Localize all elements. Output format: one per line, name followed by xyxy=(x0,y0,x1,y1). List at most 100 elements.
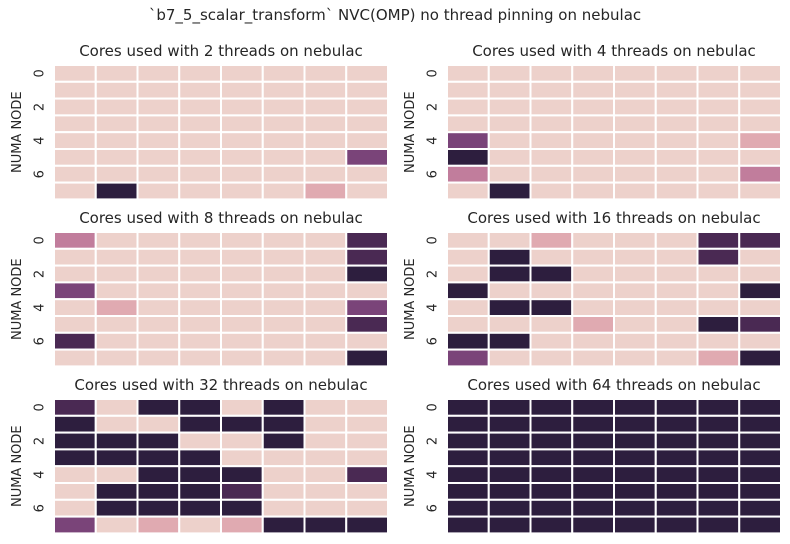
y-tick-label: 6 xyxy=(426,170,441,178)
heatmap-cell xyxy=(220,97,264,117)
heatmap-cell xyxy=(261,97,306,117)
heatmap-panel-4: Cores used with 16 threads on nebulac NUM… xyxy=(403,209,782,368)
y-tick-label: 4 xyxy=(33,303,48,311)
heatmap-cell xyxy=(94,231,139,250)
heatmap-cell xyxy=(220,431,264,451)
heatmap-cell xyxy=(53,348,97,368)
heatmap-cell xyxy=(345,64,389,83)
heatmap-cell xyxy=(696,114,741,134)
heatmap-cell xyxy=(53,148,97,167)
heatmap-cell xyxy=(303,414,348,434)
y-axis-label: NUMA NODE xyxy=(403,91,418,173)
heatmap-cell xyxy=(696,281,741,301)
heatmap-cell xyxy=(613,331,657,351)
heatmap-cell xyxy=(94,515,139,535)
heatmap-cell xyxy=(446,181,490,201)
heatmap-cell xyxy=(571,247,615,267)
heatmap-cell xyxy=(696,482,741,501)
heatmap-cell xyxy=(261,431,306,451)
heatmap-panel-3: Cores used with 8 threads on nebulac NUMA… xyxy=(10,209,389,368)
heatmap-cell xyxy=(220,231,264,250)
heatmap-cell xyxy=(487,465,532,485)
heatmap-cell xyxy=(696,298,741,318)
heatmap-cell xyxy=(220,414,264,434)
heatmap-cell xyxy=(303,348,348,368)
heatmap-cell xyxy=(654,331,699,351)
heatmap-cell xyxy=(220,515,264,535)
heatmap-cell xyxy=(303,131,348,150)
y-tick-label: 6 xyxy=(33,170,48,178)
heatmap-cell xyxy=(178,298,222,318)
heatmap-cell xyxy=(136,348,181,368)
heatmap-cell xyxy=(345,465,389,485)
heatmap-cell xyxy=(136,64,181,83)
heatmap-cell xyxy=(696,97,741,117)
heatmap-cell xyxy=(261,482,306,501)
heatmap-cell xyxy=(487,247,532,267)
y-tick-label: 0 xyxy=(33,236,48,244)
heatmap-cell xyxy=(136,164,181,184)
heatmap-cell xyxy=(178,498,222,518)
heatmap-cell xyxy=(529,247,574,267)
heatmap-cell xyxy=(178,80,222,100)
y-tick-label: 2 xyxy=(426,103,441,111)
heatmap-cell xyxy=(345,331,389,351)
heatmap-cell xyxy=(738,264,782,284)
heatmap-cell xyxy=(613,97,657,117)
y-tick-label: 2 xyxy=(426,270,441,278)
heatmap-cell xyxy=(178,247,222,267)
heatmap-cell xyxy=(94,114,139,134)
heatmap-cell xyxy=(654,498,699,518)
heatmap-cell xyxy=(487,114,532,134)
heatmap-cell xyxy=(345,414,389,434)
heatmap-cell xyxy=(94,181,139,201)
heatmap-cell xyxy=(571,281,615,301)
heatmap-cell xyxy=(53,431,97,451)
heatmap-cell xyxy=(136,264,181,284)
heatmap-cell xyxy=(136,331,181,351)
y-tick-label: 6 xyxy=(426,337,441,345)
heatmap-cell xyxy=(446,398,490,417)
heatmap-cell xyxy=(345,164,389,184)
heatmap-cell xyxy=(571,298,615,318)
heatmap-cell xyxy=(529,114,574,134)
heatmap-cell xyxy=(696,164,741,184)
heatmap-cell xyxy=(446,64,490,83)
heatmap-cell xyxy=(654,281,699,301)
heatmap-cell xyxy=(446,482,490,501)
heatmap-cell xyxy=(136,498,181,518)
heatmap-cell xyxy=(178,181,222,201)
heatmap-cell xyxy=(94,131,139,150)
heatmap-cell xyxy=(303,148,348,167)
heatmap-cell xyxy=(738,448,782,468)
heatmap-cell xyxy=(178,231,222,250)
y-tick-label: 4 xyxy=(426,470,441,478)
heatmap-cell xyxy=(53,97,97,117)
heatmap-cell xyxy=(529,181,574,201)
heatmap-cell xyxy=(487,131,532,150)
heatmap-cell xyxy=(613,231,657,250)
heatmap-cell xyxy=(53,131,97,150)
heatmap-cell xyxy=(613,247,657,267)
heatmap-cell xyxy=(696,315,741,334)
heatmap-cell xyxy=(178,431,222,451)
heatmap-cell xyxy=(94,148,139,167)
heatmap-cell xyxy=(220,315,264,334)
heatmap-cell xyxy=(738,348,782,368)
heatmap-cell xyxy=(303,448,348,468)
heatmap-cell xyxy=(571,264,615,284)
heatmap-cell xyxy=(261,131,306,150)
heatmap-cell xyxy=(529,498,574,518)
heatmap-cell xyxy=(446,264,490,284)
panel-title: Cores used with 16 threads on nebulac xyxy=(467,209,760,227)
heatmap-cell xyxy=(487,97,532,117)
heatmap-cell xyxy=(261,398,306,417)
heatmap-cell xyxy=(261,164,306,184)
heatmap-cell xyxy=(178,114,222,134)
heatmap-cell xyxy=(738,181,782,201)
panel-title: Cores used with 2 threads on nebulac xyxy=(79,42,363,60)
heatmap-cell xyxy=(654,64,699,83)
heatmap-cell xyxy=(529,515,574,535)
y-tick-label: 0 xyxy=(426,403,441,411)
